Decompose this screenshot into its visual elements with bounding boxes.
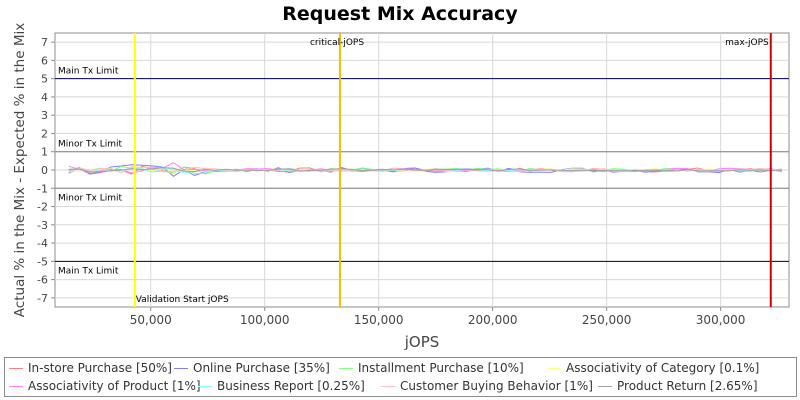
y-tick-label: 4 <box>41 91 48 104</box>
marker-label: Validation Start jOPS <box>136 295 229 305</box>
legend-label: Business Report [0.25%] <box>217 379 365 393</box>
y-tick-label: 5 <box>41 73 48 86</box>
legend-label: In-store Purchase [50%] <box>28 361 172 375</box>
y-tick-label: -7 <box>37 292 48 305</box>
legend-swatch <box>9 385 23 387</box>
legend-item: In-store Purchase [50%] <box>9 360 172 376</box>
x-tick-label: 300,000 <box>696 313 746 327</box>
legend-item: Business Report [0.25%] <box>198 378 365 394</box>
legend-item: Online Purchase [35%] <box>174 360 330 376</box>
legend-swatch <box>547 367 561 369</box>
marker-label: critical-jOPS <box>310 38 364 48</box>
marker-lines: Validation Start jOPS critical-jOPS max-jO… <box>133 33 772 307</box>
y-tick-label: -1 <box>37 182 48 195</box>
legend-label: Associativity of Product [1%] <box>28 379 201 393</box>
legend-item: Associativity of Category [0.1%] <box>547 360 759 376</box>
y-tick-label: -5 <box>37 255 48 268</box>
y-tick-label: -2 <box>37 201 48 214</box>
legend: In-store Purchase [50%] Online Purchase [… <box>4 357 797 397</box>
x-tick-label: 100,000 <box>240 313 290 327</box>
y-tick-label: 3 <box>41 109 48 122</box>
legend-swatch <box>174 367 188 369</box>
legend-label: Product Return [2.65%] <box>617 379 758 393</box>
x-tick-label: 250,000 <box>582 313 632 327</box>
legend-item: Product Return [2.65%] <box>598 378 758 394</box>
legend-item: Installment Purchase [10%] <box>339 360 524 376</box>
legend-item: Associativity of Product [1%] <box>9 378 201 394</box>
marker-label: max-jOPS <box>725 38 769 48</box>
legend-swatch <box>198 385 212 387</box>
y-tick-label: 2 <box>41 127 48 140</box>
x-axis-label: jOPS <box>404 333 440 351</box>
y-tick-label: 7 <box>41 36 48 49</box>
limit-line-label: Minor Tx Limit <box>58 193 123 203</box>
series-line <box>68 167 782 173</box>
chart-title: Request Mix Accuracy <box>282 3 518 25</box>
legend-label: Associativity of Category [0.1%] <box>566 361 760 375</box>
legend-swatch <box>598 385 612 387</box>
x-tick-label: 50,000 <box>130 313 172 327</box>
y-tick-label: -3 <box>37 219 48 232</box>
y-tick-label: 1 <box>41 146 48 159</box>
y-tick-label: -4 <box>37 237 48 250</box>
legend-label: Online Purchase [35%] <box>193 361 330 375</box>
limit-line-label: Main Tx Limit <box>58 266 119 276</box>
x-tick-label: 150,000 <box>354 313 404 327</box>
y-tick-label: -6 <box>37 274 48 287</box>
series-lines <box>68 162 782 178</box>
x-tick-label: 200,000 <box>468 313 518 327</box>
legend-label: Customer Buying Behavior [1%] <box>400 379 593 393</box>
reference-lines: Main Tx Limit Main Tx Limit Minor Tx Limit… <box>55 67 789 276</box>
y-axis-label: Actual % in the Mix - Expected % in the … <box>12 23 28 317</box>
y-tick-label: 6 <box>41 54 48 67</box>
legend-swatch <box>381 385 395 387</box>
limit-line-label: Minor Tx Limit <box>58 140 123 150</box>
axes: -7 -6 -5 -4 -3 -2 -1 0 1 2 3 4 5 6 7 50,000 100,000 150,0… <box>37 36 745 327</box>
legend-swatch <box>339 367 353 369</box>
legend-item: Customer Buying Behavior [1%] <box>381 378 593 394</box>
limit-line-label: Main Tx Limit <box>58 67 119 77</box>
legend-label: Installment Purchase [10%] <box>358 361 524 375</box>
legend-swatch <box>9 367 23 369</box>
y-tick-label: 0 <box>41 164 48 177</box>
